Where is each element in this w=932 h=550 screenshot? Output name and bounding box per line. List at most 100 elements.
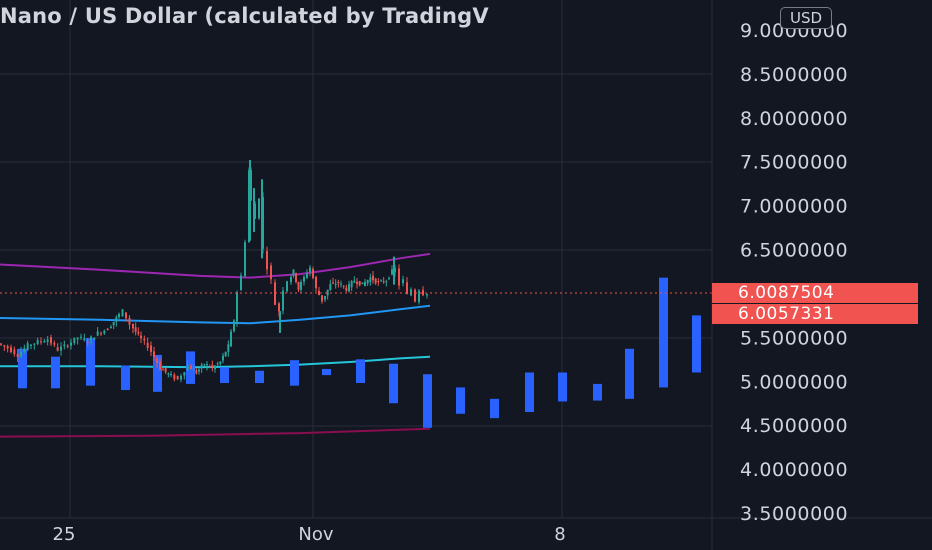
candle-body [43,341,46,343]
candle-body [118,313,120,318]
candle-body [364,282,366,286]
candle-body [121,309,124,317]
candle-body [286,281,288,292]
histogram-bar [593,383,602,401]
histogram-bar [255,370,264,384]
candle-body [173,374,176,380]
histogram-bar [153,354,162,392]
candle-body [206,364,208,366]
candle-body [26,343,29,350]
candle-body [13,349,16,355]
candle-body [159,361,161,370]
candle-body [153,351,155,357]
candle-body [278,303,280,312]
candle-body [274,282,276,305]
candle-body [110,326,112,329]
second-price-label: 6.0057331 [712,304,918,324]
candle-body [146,342,149,349]
candle-body [162,369,164,371]
candle-body [167,373,170,375]
candle-body [137,331,140,334]
candle-body [270,265,272,280]
time-tick-label: 8 [554,524,565,545]
candle-body [63,344,66,347]
candle-body [258,198,260,219]
candle-body [96,331,99,336]
histogram-bar [18,348,27,389]
candle-body [219,361,222,364]
price-axis[interactable]: 9.00000008.50000008.00000007.50000007.00… [740,20,848,525]
candle-body [382,281,385,283]
histogram-bar [389,363,398,404]
candle-body [16,354,19,357]
candle-body [391,269,393,275]
candle-body [134,327,137,332]
candle-body [380,280,382,282]
candle-body [422,289,424,296]
last-price-value: 6.0087504 [738,283,835,303]
candle-body [402,279,404,284]
candle-body [309,267,311,272]
candle-body [300,281,302,290]
candle-body [348,284,350,292]
candle-body [3,345,6,347]
candle-body [312,268,314,279]
candle-body [106,328,109,331]
candle-body [125,312,127,319]
histogram-bar [86,338,95,386]
candle-body [60,346,62,351]
time-tick-label: 25 [53,524,76,545]
candle-body [353,280,356,283]
indicator-line-0 [0,252,431,279]
candle-body [128,317,131,325]
histogram-bar [290,360,299,386]
candle-body [180,375,182,380]
candle-body [406,282,408,294]
price-tick-label: 5.0000000 [740,371,848,393]
candle-body [318,290,320,295]
candle-body [143,338,146,341]
candle-body [10,347,12,353]
candle-body [337,281,340,284]
candle-body [297,281,300,290]
histogram-bar [525,372,534,413]
candle-body [414,289,416,302]
candle-body [56,347,59,351]
candle-body [214,365,216,370]
time-axis[interactable]: 25 Nov 8 [53,524,566,545]
price-tick-label: 3.5000000 [740,503,848,525]
candle-body [192,369,195,371]
candle-body [86,341,89,343]
candle-body [6,346,9,349]
histogram-bar [692,315,701,373]
candle-body [140,335,142,339]
candle-body [418,290,420,303]
candle-body [170,374,172,376]
candle-body [244,242,246,277]
histogram-bar [456,387,465,414]
candle-body [350,281,353,288]
candle-body [176,376,179,380]
indicator-line-2 [0,355,431,369]
candle-body [80,336,82,338]
candle-body [36,340,39,345]
candle-body [306,273,308,278]
histogram-bar [51,356,60,389]
candle-body [230,331,232,347]
candle-body [227,344,230,352]
histogram-bar [322,368,331,376]
candle-body [20,351,22,357]
candle-body [66,345,69,347]
currency-button[interactable]: USD [780,7,833,29]
indicator-line-3 [0,427,431,438]
candle-body [410,289,412,296]
candle-body [303,276,305,282]
candle-body [366,280,369,284]
candle-body [183,372,186,376]
candle-body [326,289,329,296]
histogram-bar [558,372,567,402]
candle-body [216,363,219,365]
candle-body [340,283,342,285]
candle-body [53,342,56,345]
